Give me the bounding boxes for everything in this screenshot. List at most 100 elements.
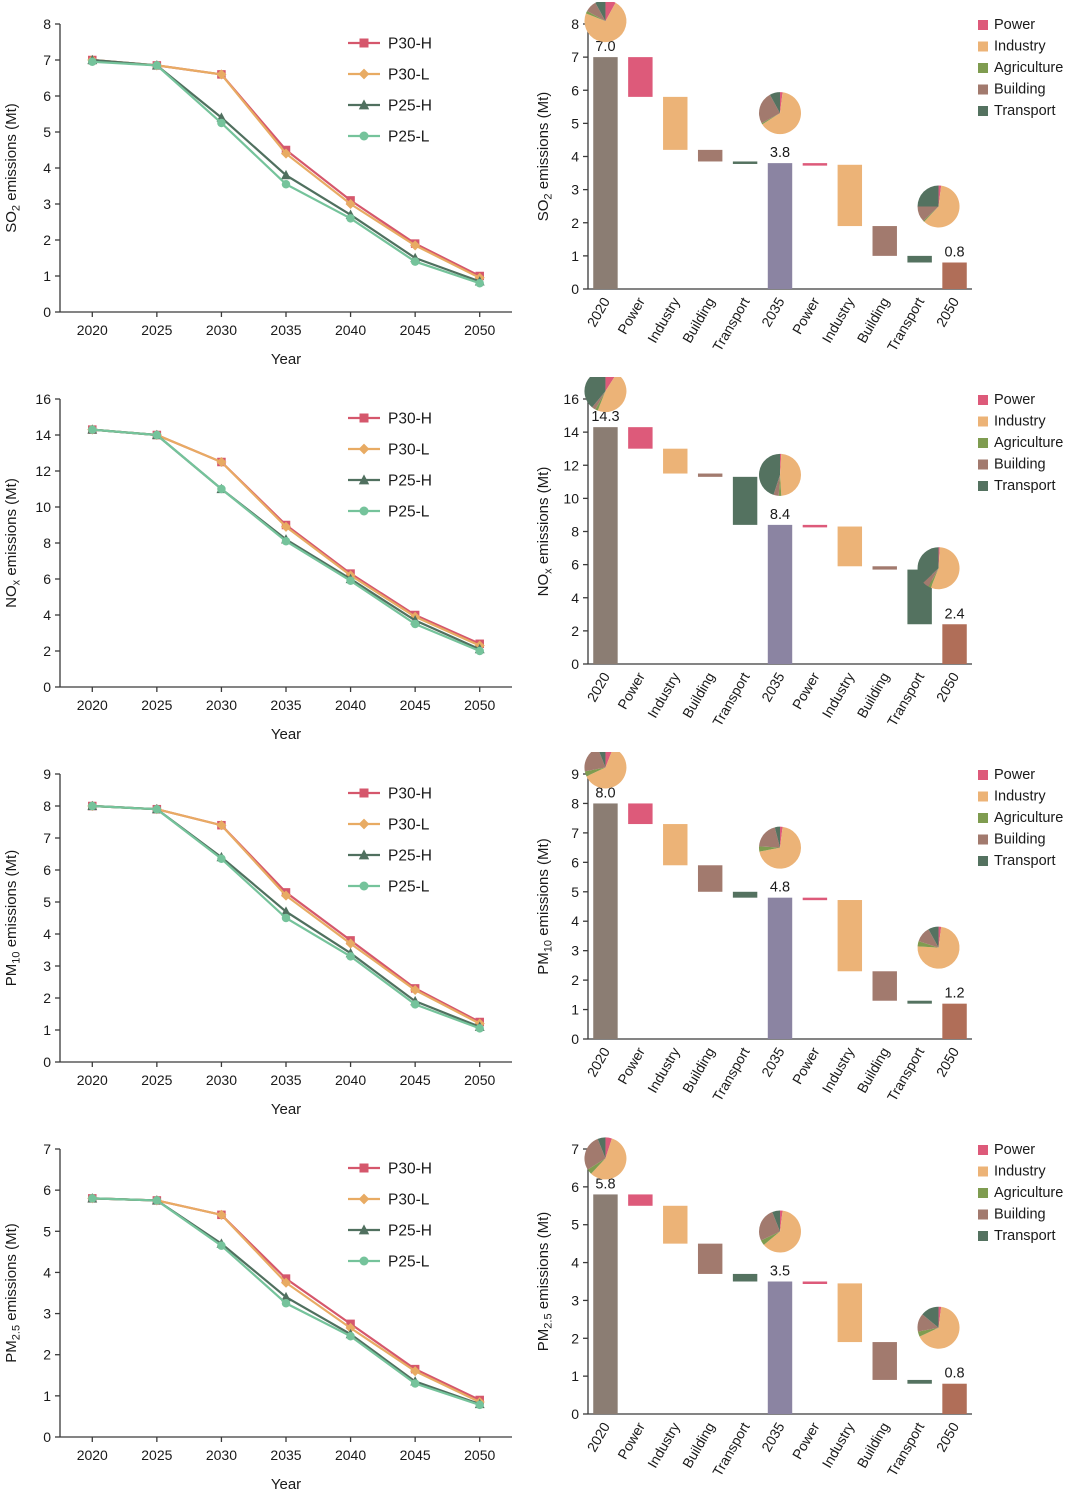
nox-line-chart: 0 2 4 6 8 10 12 14 16 2020 2025 2030 2035 2040 2045 205… [0,377,532,752]
svg-text:5: 5 [43,124,51,140]
svg-text:1: 1 [43,268,51,284]
svg-text:3: 3 [571,943,579,959]
svg-text:6: 6 [571,82,579,98]
svg-text:0: 0 [43,304,51,320]
svg-text:4.8: 4.8 [770,880,790,896]
svg-text:2035: 2035 [270,322,301,338]
svg-text:1.2: 1.2 [944,986,964,1002]
svg-text:0: 0 [571,656,579,672]
svg-text:P30-L: P30-L [388,442,430,459]
svg-text:2045: 2045 [400,1447,431,1463]
svg-text:14: 14 [35,427,51,443]
svg-text:Power: Power [614,1044,648,1087]
svg-text:P30-H: P30-H [388,786,432,803]
svg-text:6: 6 [571,557,579,573]
svg-text:8.0: 8.0 [595,785,615,801]
svg-text:3: 3 [43,196,51,212]
svg-text:2040: 2040 [335,697,366,713]
svg-text:Industry: Industry [819,670,858,721]
svg-text:2: 2 [571,972,579,988]
svg-text:6: 6 [43,862,51,878]
svg-text:Year: Year [271,726,301,743]
svg-text:12: 12 [35,463,51,479]
svg-text:Year: Year [271,351,301,368]
svg-text:2025: 2025 [141,1447,172,1463]
svg-text:2050: 2050 [933,1044,963,1079]
svg-text:Transport: Transport [994,1228,1056,1244]
svg-text:Industry: Industry [994,414,1046,430]
row-nox: 0 2 4 6 8 10 12 14 16 2020 2025 2030 2035 2040 2045 205… [0,377,1080,752]
row-so2: 0 1 2 3 4 5 6 7 8 2020 2025 2030 2035 2040 2045 2050 Yea… [0,2,1080,377]
row-pm25: 0 1 2 3 4 5 6 7 2020 2025 2030 2035 2040 2045 2050 Year… [0,1127,1080,1502]
svg-text:2030: 2030 [206,1447,237,1463]
svg-text:5: 5 [43,1223,51,1239]
svg-text:8: 8 [571,16,579,32]
svg-text:Building: Building [679,295,718,346]
svg-text:Building: Building [994,457,1046,473]
svg-text:Industry: Industry [819,1420,858,1471]
svg-text:2020: 2020 [77,1072,108,1088]
svg-text:3: 3 [43,958,51,974]
svg-text:P25-L: P25-L [388,1254,430,1271]
svg-text:2: 2 [43,643,51,659]
svg-text:6: 6 [571,854,579,870]
svg-text:2050: 2050 [933,294,963,329]
svg-text:2050: 2050 [933,1419,963,1454]
svg-text:Power: Power [614,669,648,712]
svg-text:3: 3 [571,1292,579,1308]
svg-text:2050: 2050 [464,697,495,713]
svg-text:P30-L: P30-L [388,817,430,834]
svg-text:2: 2 [43,1347,51,1363]
svg-text:2050: 2050 [464,1447,495,1463]
svg-text:14: 14 [563,424,579,440]
svg-text:0: 0 [571,1406,579,1422]
svg-text:SO2 emissions (Mt): SO2 emissions (Mt) [3,103,23,233]
svg-text:P25-L: P25-L [388,129,430,146]
svg-text:2040: 2040 [335,1447,366,1463]
svg-text:5: 5 [571,1217,579,1233]
svg-text:Power: Power [994,767,1035,783]
svg-text:5.8: 5.8 [595,1176,615,1192]
svg-text:Industry: Industry [819,295,858,346]
svg-text:2020: 2020 [77,1447,108,1463]
svg-text:P30-L: P30-L [388,67,430,84]
svg-text:2: 2 [571,215,579,231]
svg-text:P25-H: P25-H [388,848,432,865]
svg-text:Industry: Industry [644,1420,683,1471]
svg-text:Building: Building [854,670,893,721]
svg-text:NOx emissions (Mt): NOx emissions (Mt) [3,478,23,608]
svg-text:2035: 2035 [758,1044,788,1079]
svg-text:Power: Power [994,1142,1035,1158]
svg-text:Agriculture: Agriculture [994,810,1063,826]
svg-text:2030: 2030 [206,1072,237,1088]
svg-text:PM2.5 emissions (Mt): PM2.5 emissions (Mt) [535,1212,555,1351]
svg-text:Industry: Industry [644,670,683,721]
svg-text:2035: 2035 [758,1419,788,1454]
svg-text:2045: 2045 [400,697,431,713]
svg-text:P25-L: P25-L [388,879,430,896]
svg-text:9: 9 [571,766,579,782]
svg-text:2035: 2035 [758,294,788,329]
svg-text:0.8: 0.8 [944,245,964,261]
svg-text:2020: 2020 [584,669,614,704]
svg-text:Agriculture: Agriculture [994,60,1063,76]
svg-text:PM2.5 emissions (Mt): PM2.5 emissions (Mt) [3,1223,23,1362]
svg-text:7.0: 7.0 [595,39,615,55]
svg-text:2040: 2040 [335,1072,366,1088]
svg-text:2020: 2020 [584,1419,614,1454]
svg-text:2025: 2025 [141,1072,172,1088]
svg-text:Building: Building [994,1207,1046,1223]
svg-text:PM10 emissions (Mt): PM10 emissions (Mt) [535,838,555,974]
svg-text:6: 6 [571,1179,579,1195]
row-pm10: 0 1 2 3 4 5 6 7 8 9 2020 2025 2030 2035 2040 2045 2050 Ye… [0,752,1080,1127]
svg-text:10: 10 [563,490,579,506]
svg-text:4: 4 [43,607,51,623]
svg-text:P25-H: P25-H [388,1223,432,1240]
svg-text:1: 1 [43,1388,51,1404]
svg-text:1: 1 [571,1368,579,1384]
svg-text:2025: 2025 [141,322,172,338]
svg-text:4: 4 [571,1255,579,1271]
svg-text:4: 4 [571,590,579,606]
